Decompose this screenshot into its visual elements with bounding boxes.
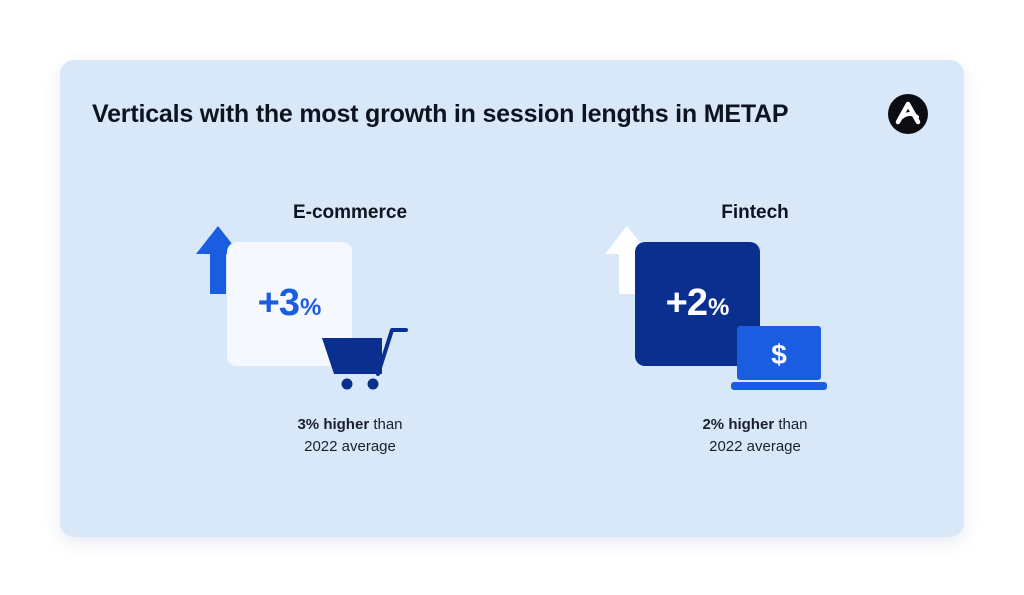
vertical-fintech: Fintech +2 % $ 2% higher than 2022 avera… xyxy=(605,60,905,537)
caption-line2: 2022 average xyxy=(304,438,396,455)
caption-bold: 3% higher xyxy=(297,416,370,433)
caption-line2: 2022 average xyxy=(709,438,801,455)
caption-rest: than xyxy=(774,416,808,433)
caption-rest: than xyxy=(369,416,403,433)
page-title: Verticals with the most growth in sessio… xyxy=(92,100,789,128)
stat-number: +3 xyxy=(257,282,300,324)
stat-unit: % xyxy=(707,294,730,321)
stat-number: +2 xyxy=(665,282,708,324)
infographic-card: Verticals with the most growth in sessio… xyxy=(60,60,964,537)
laptop-dollar-icon: $ xyxy=(731,326,827,390)
brand-logo-icon xyxy=(888,94,928,134)
caption-bold: 2% higher xyxy=(702,416,775,433)
vertical-title: E-commerce xyxy=(292,202,408,223)
stat-unit: % xyxy=(299,294,322,321)
vertical-title: Fintech xyxy=(721,202,789,223)
up-arrow-icon xyxy=(196,226,240,294)
vertical-caption: 3% higher than 2022 average xyxy=(200,414,500,458)
stat-value: +2 % xyxy=(635,282,760,325)
shopping-cart-icon xyxy=(322,328,408,390)
dollar-sign: $ xyxy=(771,339,787,370)
vertical-ecommerce: E-commerce +3 % 3% higher than 2022 aver… xyxy=(196,60,500,537)
vertical-caption: 2% higher than 2022 average xyxy=(605,414,905,458)
stat-value: +3 % xyxy=(227,282,352,325)
